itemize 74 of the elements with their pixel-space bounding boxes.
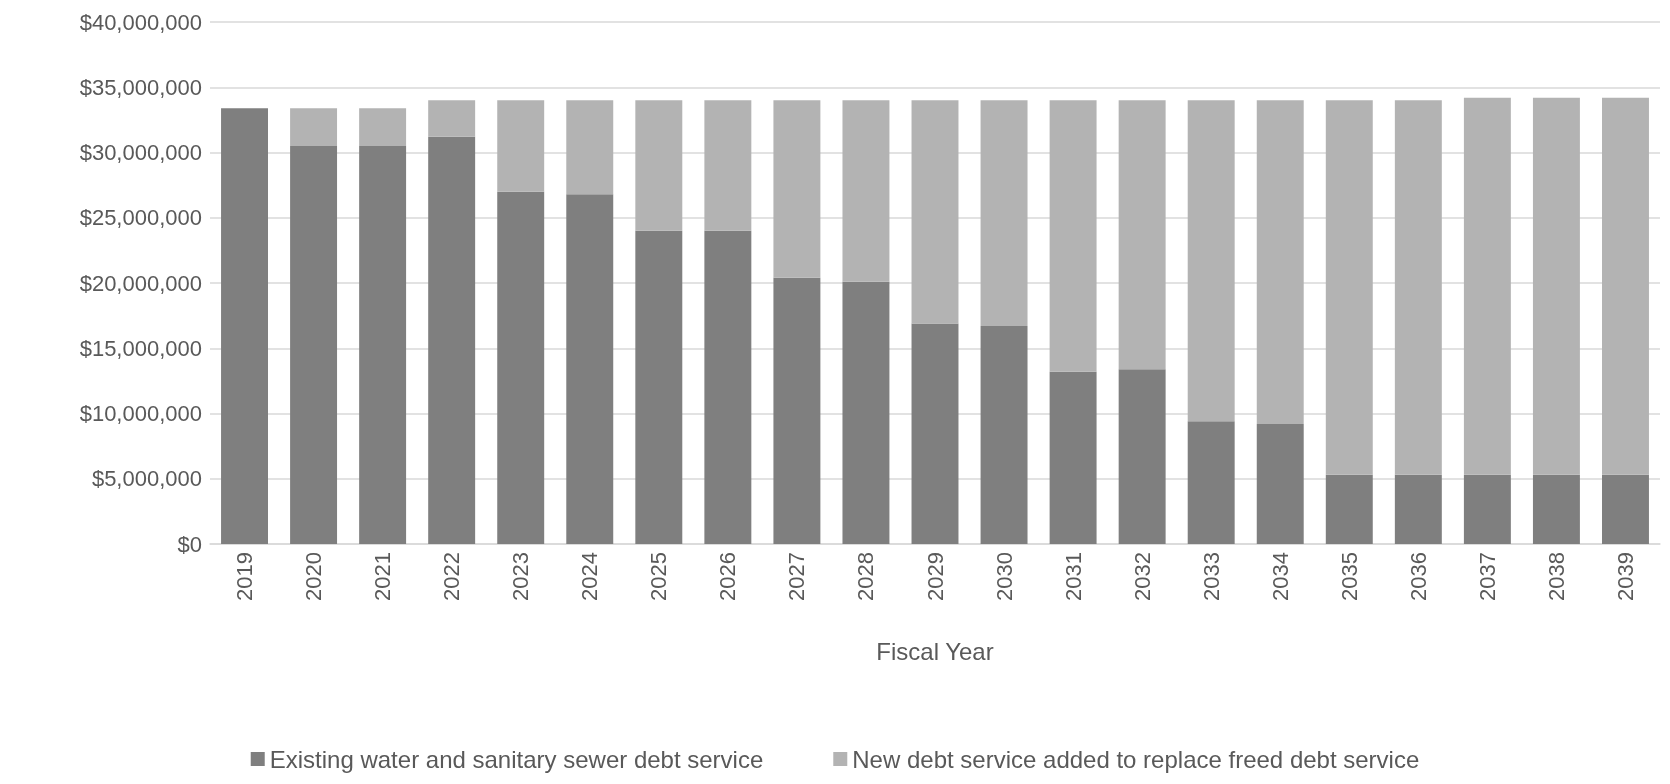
bar — [1118, 369, 1166, 544]
x-tick-label: 2028 — [853, 552, 879, 601]
x-tick-label: 2022 — [439, 552, 465, 601]
x-tick-label: 2027 — [784, 552, 810, 601]
x-tick-label: 2035 — [1336, 552, 1362, 601]
bar — [842, 281, 890, 544]
bar — [1187, 100, 1235, 422]
bar — [773, 277, 821, 544]
y-tick-label: $5,000,000 — [91, 466, 202, 492]
bar — [290, 108, 338, 146]
bar — [980, 100, 1028, 327]
bar — [1532, 474, 1580, 544]
bar — [911, 100, 959, 324]
x-tick-label: 2031 — [1060, 552, 1086, 601]
bar — [1602, 474, 1649, 544]
legend-label: Existing water and sanitary sewer debt service — [269, 745, 764, 773]
bar — [428, 136, 476, 544]
x-tick-label: 2038 — [1543, 552, 1569, 601]
bar — [704, 230, 752, 544]
bar — [1256, 100, 1304, 424]
bar — [290, 145, 338, 544]
x-tick-label: 2026 — [715, 552, 741, 601]
bar — [635, 230, 683, 544]
y-tick-label: $40,000,000 — [79, 9, 202, 35]
bar — [359, 108, 407, 146]
x-axis-title: Fiscal Year — [876, 637, 994, 665]
y-tick-label: $0 — [177, 531, 202, 557]
y-tick-label: $20,000,000 — [79, 270, 202, 296]
x-tick-label: 2037 — [1474, 552, 1500, 601]
x-tick-label: 2024 — [577, 552, 603, 601]
bar — [1118, 100, 1166, 370]
legend-label: New debt service added to replace freed debt service — [852, 745, 1420, 773]
bar — [1463, 474, 1511, 544]
y-tick-label: $25,000,000 — [79, 205, 202, 231]
y-tick-label: $15,000,000 — [79, 335, 202, 361]
x-tick-label: 2020 — [301, 552, 327, 601]
x-tick-label: 2039 — [1612, 552, 1638, 601]
x-tick-label: 2034 — [1267, 552, 1293, 601]
x-tick-label: 2033 — [1198, 552, 1224, 601]
bar — [428, 100, 476, 137]
x-tick-label: 2019 — [232, 552, 258, 601]
bar — [980, 326, 1028, 544]
bar — [1532, 97, 1580, 475]
bar — [1256, 423, 1304, 544]
bar — [566, 100, 614, 195]
x-tick-label: 2023 — [508, 552, 534, 601]
bar — [704, 100, 752, 231]
bar — [911, 323, 959, 544]
bar — [221, 108, 268, 544]
bar — [1325, 100, 1373, 475]
x-tick-label: 2036 — [1405, 552, 1431, 601]
bar — [635, 100, 683, 231]
bar — [1394, 100, 1442, 475]
bar — [1394, 474, 1442, 544]
y-tick-label: $30,000,000 — [79, 140, 202, 165]
bar — [497, 100, 545, 192]
x-tick-label: 2025 — [646, 552, 672, 601]
y-tick-label: $10,000,000 — [79, 401, 202, 426]
x-tick-label: 2029 — [922, 552, 948, 601]
bar — [1049, 100, 1097, 372]
x-tick-label: 2021 — [370, 552, 396, 601]
bar — [842, 100, 890, 282]
bar — [1325, 474, 1373, 544]
bar — [1463, 97, 1511, 475]
x-tick-label: 2032 — [1129, 552, 1155, 601]
bar — [1187, 421, 1235, 544]
bar — [566, 194, 614, 544]
bar — [1602, 97, 1649, 475]
bar — [359, 145, 407, 544]
x-tick-label: 2030 — [991, 552, 1017, 601]
bar — [1049, 371, 1097, 544]
bar — [773, 100, 821, 278]
bar — [497, 191, 545, 544]
y-tick-label: $35,000,000 — [79, 74, 202, 100]
